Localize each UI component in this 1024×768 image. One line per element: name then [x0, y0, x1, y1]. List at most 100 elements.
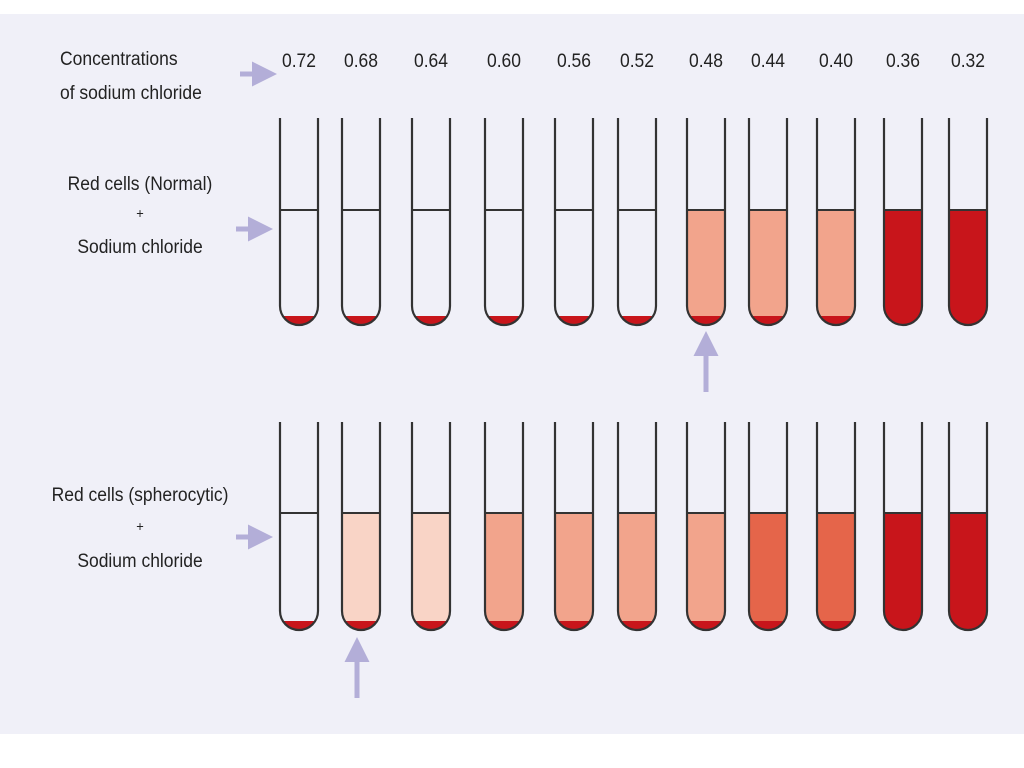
concentration-value: 0.60 [486, 51, 522, 72]
tube-liquid [342, 513, 380, 630]
test-tube [410, 422, 452, 632]
normal-row-label-line1: Red cells (Normal) [67, 174, 213, 195]
tube-outline [616, 422, 658, 632]
tube-outline [483, 422, 525, 632]
spherocytic-tube-row [278, 422, 989, 632]
tube-liquid [817, 210, 855, 325]
cell-sediment [415, 621, 447, 629]
tube-outline [553, 422, 595, 632]
tube-outline [815, 118, 857, 327]
concentration-value: 0.40 [818, 51, 854, 72]
test-tube [882, 422, 924, 632]
concentration-value: 0.36 [885, 51, 921, 72]
tube-liquid [749, 513, 787, 630]
tube-outline [685, 118, 727, 327]
test-tube [616, 422, 658, 632]
concentration-value: 0.56 [556, 51, 592, 72]
normal-tube-row [278, 118, 989, 327]
test-tube [483, 422, 525, 632]
pointer-arrows [236, 61, 277, 550]
tube-liquid [555, 513, 593, 630]
test-tube [340, 422, 382, 632]
tube-liquid [687, 513, 725, 630]
normal-row-plus: + [136, 205, 144, 221]
concentration-value: 0.52 [619, 51, 655, 72]
tube-outline [340, 118, 382, 327]
tube-liquid [884, 210, 922, 325]
cell-sediment [690, 316, 722, 324]
tube-outline [616, 118, 658, 327]
spherocytic-row-plus: + [136, 518, 144, 534]
concentration-value: 0.72 [281, 51, 317, 72]
tube-outline [410, 422, 452, 632]
test-tube [685, 118, 727, 327]
cell-sediment [283, 316, 315, 324]
cell-sediment [558, 621, 590, 629]
cell-sediment [820, 621, 852, 629]
cell-sediment [558, 316, 590, 324]
tube-outline [747, 422, 789, 632]
test-tube [882, 118, 924, 327]
tube-liquid [687, 210, 725, 325]
cell-sediment [752, 621, 784, 629]
concentration-value: 0.48 [688, 51, 724, 72]
normal-row-label-line2: Sodium chloride [77, 237, 203, 258]
tube-outline [685, 422, 727, 632]
test-tube [815, 118, 857, 327]
tube-outline [278, 422, 320, 632]
tube-outline [747, 118, 789, 327]
test-tube [553, 118, 595, 327]
concentration-value: 0.64 [413, 51, 449, 72]
tube-outline [882, 422, 924, 632]
tube-outline [410, 118, 452, 327]
tube-outline [947, 422, 989, 632]
tube-outline [278, 118, 320, 327]
spherocytic-row-label-line2: Sodium chloride [77, 551, 203, 572]
cell-sediment [690, 621, 722, 629]
test-tube [747, 118, 789, 327]
cell-sediment [345, 621, 377, 629]
tube-liquid [412, 513, 450, 630]
cell-sediment [820, 316, 852, 324]
test-tube [278, 422, 320, 632]
tube-outline [815, 422, 857, 632]
test-tube [278, 118, 320, 327]
cell-sediment [621, 621, 653, 629]
cell-sediment [621, 316, 653, 324]
concentration-value: 0.32 [950, 51, 986, 72]
cell-sediment [345, 316, 377, 324]
cell-sediment [488, 621, 520, 629]
test-tube [410, 118, 452, 327]
hemolysis-onset-markers [344, 331, 719, 698]
tube-liquid [949, 513, 987, 630]
test-tube [616, 118, 658, 327]
tube-outline [947, 118, 989, 327]
test-tube [947, 422, 989, 632]
tube-liquid [817, 513, 855, 630]
tube-outline [553, 118, 595, 327]
test-tube [747, 422, 789, 632]
tube-outline [483, 118, 525, 327]
test-tube [685, 422, 727, 632]
test-tube [815, 422, 857, 632]
test-tube [340, 118, 382, 327]
concentration-value: 0.44 [750, 51, 786, 72]
cell-sediment [283, 621, 315, 629]
tube-outline [340, 422, 382, 632]
spherocytic-row-label-line1: Red cells (spherocytic) [51, 485, 229, 506]
tube-liquid [749, 210, 787, 325]
test-tube [947, 118, 989, 327]
tube-liquid [884, 513, 922, 630]
tube-outline [882, 118, 924, 327]
cell-sediment [752, 316, 784, 324]
tube-liquid [485, 513, 523, 630]
concentration-value: 0.68 [343, 51, 379, 72]
concentrations-label-line1: Concentrations [60, 49, 178, 70]
concentrations-label-line2: of sodium chloride [60, 83, 202, 104]
cell-sediment [415, 316, 447, 324]
tube-liquid [949, 210, 987, 325]
cell-sediment [488, 316, 520, 324]
tube-liquid [618, 513, 656, 630]
test-tube [483, 118, 525, 327]
